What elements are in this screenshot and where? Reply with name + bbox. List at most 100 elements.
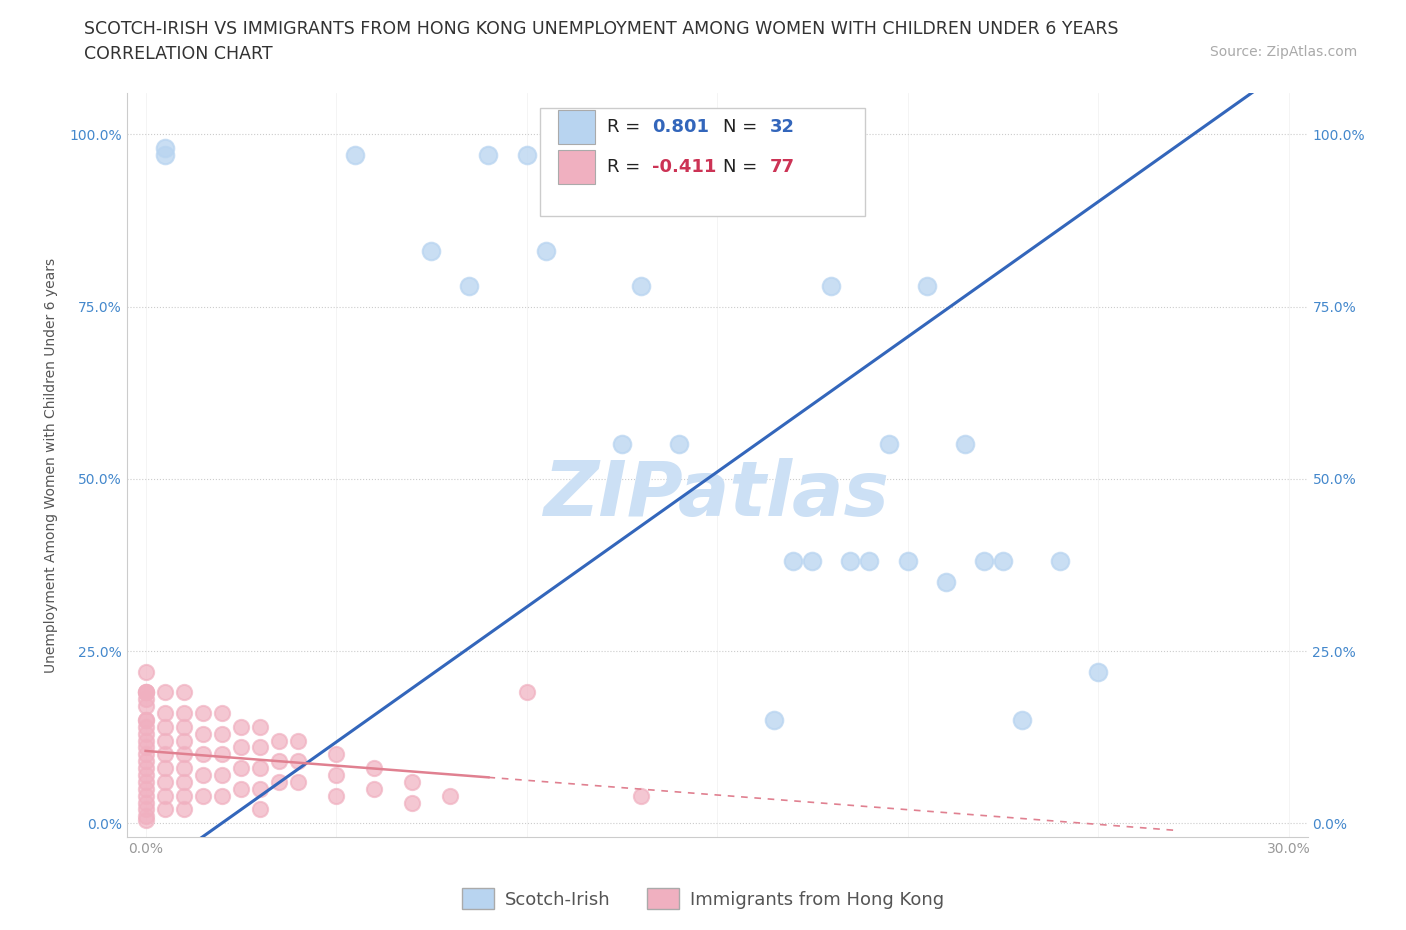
Point xyxy=(153,747,176,762)
Point xyxy=(991,554,1014,569)
Point xyxy=(191,726,214,741)
Point xyxy=(191,706,214,721)
Point xyxy=(877,437,900,452)
Point xyxy=(287,754,309,769)
Point xyxy=(153,148,176,163)
Point xyxy=(153,140,176,155)
Point xyxy=(135,733,157,748)
Point xyxy=(153,733,176,748)
Point xyxy=(668,148,690,163)
Text: R =: R = xyxy=(607,118,647,136)
Point xyxy=(173,706,195,721)
Point xyxy=(135,795,157,810)
Text: 0.801: 0.801 xyxy=(652,118,709,136)
Point xyxy=(153,684,176,699)
Point xyxy=(858,554,880,569)
Point xyxy=(325,747,347,762)
Point xyxy=(191,747,214,762)
Point xyxy=(267,733,290,748)
Point xyxy=(135,747,157,762)
Point xyxy=(267,754,290,769)
Point xyxy=(173,789,195,804)
Point xyxy=(572,148,595,163)
Point xyxy=(135,692,157,707)
Point xyxy=(135,767,157,782)
Point xyxy=(1049,554,1071,569)
Point xyxy=(135,684,157,699)
Point xyxy=(249,802,271,817)
Point xyxy=(135,712,157,727)
Point xyxy=(229,740,252,755)
Point xyxy=(935,575,957,590)
Point xyxy=(173,733,195,748)
Point xyxy=(363,781,385,796)
Point xyxy=(135,726,157,741)
Point xyxy=(801,554,824,569)
Text: ZIPatlas: ZIPatlas xyxy=(544,458,890,532)
Point xyxy=(344,148,367,163)
Point xyxy=(135,684,157,699)
Point xyxy=(173,719,195,734)
Point xyxy=(191,789,214,804)
Point xyxy=(211,747,233,762)
Point xyxy=(782,554,804,569)
Point xyxy=(229,781,252,796)
Point xyxy=(153,719,176,734)
Point xyxy=(401,795,423,810)
Point xyxy=(915,278,938,293)
Point xyxy=(153,775,176,790)
Point xyxy=(953,437,976,452)
Text: -0.411: -0.411 xyxy=(652,158,717,176)
Point xyxy=(630,278,652,293)
Point xyxy=(287,733,309,748)
Point xyxy=(648,148,671,163)
Point xyxy=(135,664,157,679)
Point xyxy=(135,775,157,790)
Point xyxy=(173,761,195,776)
FancyBboxPatch shape xyxy=(558,110,595,144)
Point xyxy=(668,437,690,452)
Point xyxy=(229,719,252,734)
Point xyxy=(229,761,252,776)
Point xyxy=(135,754,157,769)
Point xyxy=(267,775,290,790)
Point xyxy=(153,789,176,804)
Point xyxy=(763,712,786,727)
Point xyxy=(1011,712,1033,727)
Point xyxy=(420,244,443,259)
Point xyxy=(325,789,347,804)
Point xyxy=(516,684,538,699)
Point xyxy=(287,775,309,790)
Point xyxy=(135,809,157,824)
Point xyxy=(153,761,176,776)
Text: R =: R = xyxy=(607,158,647,176)
Point xyxy=(135,712,157,727)
Text: 77: 77 xyxy=(770,158,796,176)
Point xyxy=(839,554,862,569)
Point xyxy=(1087,664,1109,679)
Point xyxy=(153,802,176,817)
Point xyxy=(249,740,271,755)
Point xyxy=(135,698,157,713)
Point xyxy=(534,244,557,259)
FancyBboxPatch shape xyxy=(558,150,595,184)
Point xyxy=(896,554,918,569)
Point xyxy=(744,148,766,163)
Point xyxy=(249,781,271,796)
Point xyxy=(458,278,481,293)
Point xyxy=(173,775,195,790)
Text: Source: ZipAtlas.com: Source: ZipAtlas.com xyxy=(1209,45,1357,59)
Point xyxy=(211,726,233,741)
Point xyxy=(211,767,233,782)
Text: SCOTCH-IRISH VS IMMIGRANTS FROM HONG KONG UNEMPLOYMENT AMONG WOMEN WITH CHILDREN: SCOTCH-IRISH VS IMMIGRANTS FROM HONG KON… xyxy=(84,20,1119,38)
Point xyxy=(135,684,157,699)
Point xyxy=(211,706,233,721)
Text: CORRELATION CHART: CORRELATION CHART xyxy=(84,45,273,62)
Point xyxy=(173,747,195,762)
Point xyxy=(401,775,423,790)
Point xyxy=(211,789,233,804)
Point xyxy=(153,706,176,721)
Point xyxy=(439,789,461,804)
Y-axis label: Unemployment Among Women with Children Under 6 years: Unemployment Among Women with Children U… xyxy=(44,258,58,672)
Point xyxy=(820,278,842,293)
